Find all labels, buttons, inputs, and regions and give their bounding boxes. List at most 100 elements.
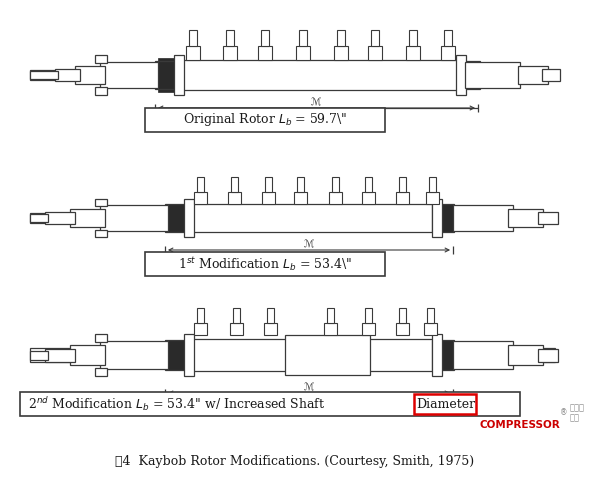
Text: 杂志: 杂志 — [570, 413, 580, 422]
Bar — [264, 323, 277, 335]
Bar — [70, 345, 105, 365]
Bar — [30, 348, 555, 362]
Bar — [233, 308, 240, 323]
Bar — [197, 308, 204, 323]
Bar — [458, 61, 480, 89]
Bar — [538, 349, 558, 362]
Bar — [95, 55, 107, 63]
Bar — [368, 46, 382, 60]
Bar — [296, 46, 310, 60]
Bar — [362, 192, 375, 204]
Bar — [365, 177, 372, 192]
Bar — [30, 214, 48, 222]
Bar — [262, 192, 275, 204]
Text: ℳ: ℳ — [304, 239, 314, 249]
Bar — [185, 339, 435, 371]
Bar — [294, 192, 307, 204]
Bar — [145, 252, 385, 276]
Bar — [30, 351, 48, 360]
Text: 1$^{st}$ Modification $L_b$ = 53.4\": 1$^{st}$ Modification $L_b$ = 53.4\" — [178, 255, 352, 273]
Bar — [30, 213, 555, 223]
Bar — [158, 58, 174, 92]
Bar — [432, 204, 454, 232]
Bar — [285, 335, 370, 375]
Bar — [324, 323, 337, 335]
Bar — [465, 62, 520, 88]
Bar — [165, 340, 187, 370]
Bar — [100, 341, 168, 369]
Bar — [95, 334, 107, 342]
Bar — [508, 209, 543, 227]
Bar — [415, 394, 476, 414]
Bar — [145, 108, 385, 132]
Bar — [231, 177, 238, 192]
Bar — [399, 308, 406, 323]
Bar — [185, 204, 435, 232]
Bar — [329, 192, 342, 204]
Bar — [432, 334, 442, 376]
Bar — [230, 323, 243, 335]
Bar — [228, 192, 241, 204]
Bar — [165, 204, 187, 232]
Bar — [362, 323, 375, 335]
Bar — [95, 199, 107, 206]
Bar — [189, 30, 197, 46]
Text: ℳ: ℳ — [311, 97, 321, 107]
Bar — [175, 60, 460, 90]
Bar — [508, 345, 543, 365]
Bar — [542, 69, 560, 81]
Text: Diameter: Diameter — [416, 397, 475, 410]
Bar — [371, 30, 379, 46]
Bar — [432, 340, 454, 370]
Bar — [337, 30, 345, 46]
Bar — [226, 30, 234, 46]
Bar — [267, 308, 274, 323]
Bar — [406, 46, 420, 60]
Bar — [444, 30, 452, 46]
Bar — [396, 192, 409, 204]
Bar — [194, 192, 207, 204]
Bar — [20, 392, 520, 416]
Bar — [334, 46, 348, 60]
Bar — [332, 177, 339, 192]
Bar — [184, 334, 194, 376]
Bar — [184, 199, 194, 237]
Bar — [45, 212, 75, 224]
Text: COMPRESSOR: COMPRESSOR — [479, 420, 560, 430]
Bar — [95, 368, 107, 376]
Bar — [155, 61, 177, 89]
Bar — [297, 177, 304, 192]
Text: 压缩机: 压缩机 — [570, 404, 585, 412]
Bar — [426, 192, 439, 204]
Bar — [55, 69, 80, 81]
Bar — [100, 205, 168, 231]
Bar — [95, 87, 107, 95]
Bar — [265, 177, 272, 192]
Bar — [194, 323, 207, 335]
Text: ®: ® — [560, 408, 568, 418]
Bar — [453, 205, 513, 231]
Bar — [30, 71, 58, 79]
Bar — [429, 177, 436, 192]
Bar — [261, 30, 269, 46]
Bar — [70, 209, 105, 227]
Text: Original Rotor $L_b$ = 59.7\": Original Rotor $L_b$ = 59.7\" — [183, 111, 347, 129]
Bar — [441, 46, 455, 60]
Bar — [432, 199, 442, 237]
Bar — [75, 66, 105, 84]
Bar — [197, 177, 204, 192]
Bar — [396, 323, 409, 335]
Bar — [427, 308, 434, 323]
Text: 2$^{nd}$ Modification $L_b$ = 53.4" w/ Increased Shaft: 2$^{nd}$ Modification $L_b$ = 53.4" w/ I… — [28, 395, 326, 413]
Bar — [299, 30, 307, 46]
Text: 图4  Kaybob Rotor Modifications. (Courtesy, Smith, 1975): 图4 Kaybob Rotor Modifications. (Courtesy… — [115, 456, 475, 468]
Bar — [30, 70, 555, 80]
Bar — [424, 323, 437, 335]
Bar — [456, 55, 466, 95]
Bar — [453, 341, 513, 369]
Bar — [365, 308, 372, 323]
Bar — [45, 349, 75, 362]
Bar — [95, 230, 107, 237]
Bar — [409, 30, 417, 46]
Bar — [327, 308, 334, 323]
